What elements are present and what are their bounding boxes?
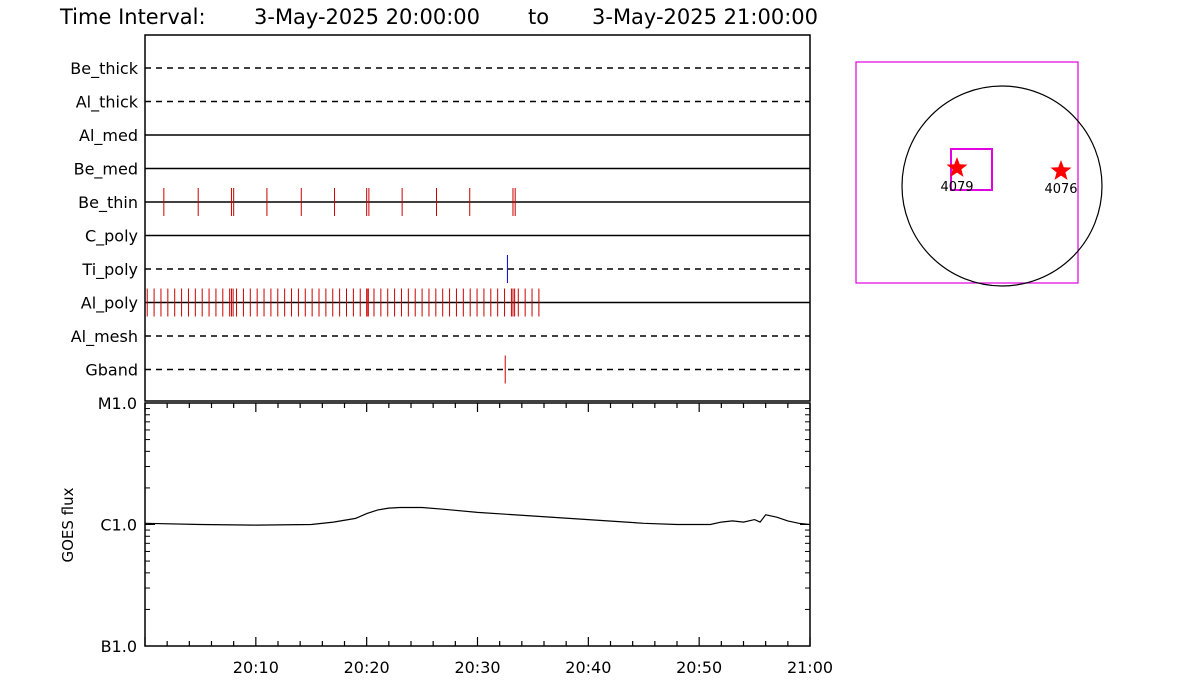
channel-label: Al_med	[79, 126, 138, 146]
goes-y-tick-labels: M1.0 C1.0 B1.0	[98, 394, 137, 656]
x-tick-label: 20:20	[344, 658, 390, 677]
goes-x-tick-labels: 20:10 20:20 20:30 20:40 20:50 21:00	[233, 658, 833, 677]
channel-list: Be_thick Al_thick Al_med Be_med Be_thin C_pol…	[70, 59, 810, 384]
channel-label: Be_med	[74, 160, 138, 180]
channel-label: Be_thick	[70, 59, 138, 79]
channel-be-thick: Be_thick	[70, 59, 810, 79]
star-icon	[1050, 160, 1072, 180]
region-label-4076: 4076	[1044, 182, 1077, 197]
channel-label: Al_mesh	[71, 327, 138, 347]
star-icon	[946, 157, 968, 177]
goes-y-axis-label: GOES flux	[59, 487, 77, 562]
x-tick-label: 21:00	[787, 658, 833, 677]
y-tick-label: C1.0	[100, 516, 137, 535]
solar-map: 4079 4076	[855, 61, 1103, 287]
timeline-panel: Be_thick Al_thick Al_med Be_med Be_thin C_pol…	[70, 34, 811, 402]
y-tick-label: B1.0	[101, 637, 137, 656]
x-tick-label: 20:30	[454, 658, 500, 677]
y-tick-label: M1.0	[98, 394, 137, 413]
goes-panel: M1.0 C1.0 B1.0 20:10 20:20 20:30 20:40 20:50 21…	[59, 394, 833, 677]
timeline-frame	[144, 34, 811, 402]
goes-flux-line	[144, 506, 811, 526]
channel-al-thick: Al_thick	[76, 93, 810, 113]
region-markers	[946, 157, 1072, 180]
header-end: 3-May-2025 21:00:00	[592, 5, 818, 29]
header-start: 3-May-2025 20:00:00	[254, 5, 480, 29]
channel-label: Be_thin	[78, 193, 138, 213]
map-fov-box	[855, 61, 1079, 284]
channel-al-poly: Al_poly	[81, 288, 810, 317]
goes-ticks	[144, 402, 811, 647]
solar-disk	[901, 85, 1103, 287]
channel-label: Ti_poly	[81, 260, 138, 280]
channel-label: Gband	[85, 361, 138, 380]
channel-c-poly: C_poly	[85, 227, 810, 247]
header-separator: to	[528, 5, 549, 29]
header-label: Time Interval:	[59, 5, 206, 29]
channel-be-thin: Be_thin	[78, 188, 810, 216]
header: Time Interval: 3-May-2025 20:00:00 to 3-…	[59, 5, 818, 29]
map-target-box	[950, 148, 993, 191]
channel-label: Al_poly	[81, 294, 138, 314]
channel-al-mesh: Al_mesh	[71, 327, 810, 347]
x-tick-label: 20:40	[565, 658, 611, 677]
channel-al-med: Al_med	[79, 126, 810, 146]
channel-ti-poly: Ti_poly	[81, 255, 810, 283]
channel-be-med: Be_med	[74, 160, 810, 180]
x-tick-label: 20:10	[233, 658, 279, 677]
region-label-4079: 4079	[940, 180, 973, 195]
channel-label: Al_thick	[76, 93, 139, 113]
channel-gband: Gband	[85, 355, 810, 384]
channel-label: C_poly	[85, 227, 138, 247]
x-tick-label: 20:50	[676, 658, 722, 677]
